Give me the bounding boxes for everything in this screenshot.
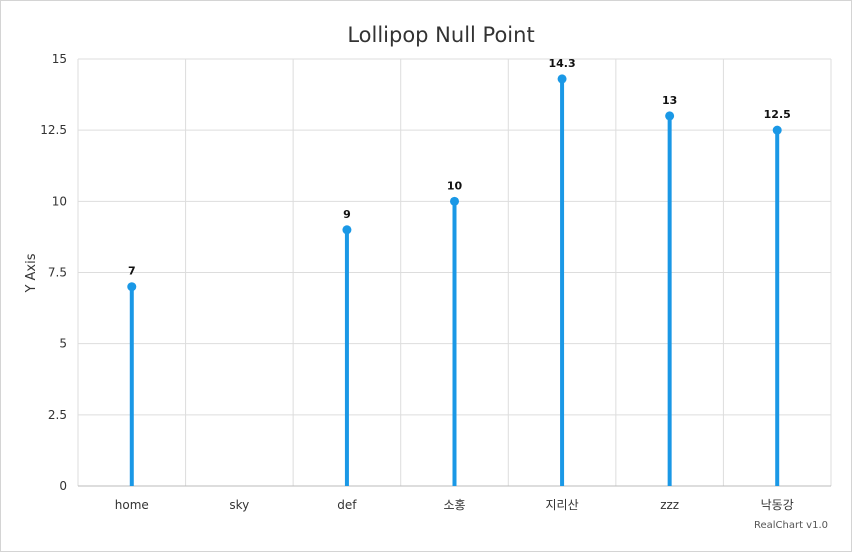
lollipop-point xyxy=(450,196,459,206)
x-tick-label: 낙동강 xyxy=(761,498,794,512)
x-tick-label: def xyxy=(337,498,357,512)
data-label: 14.3 xyxy=(549,57,576,70)
data-label: 9 xyxy=(343,208,351,221)
y-tick-label: 5 xyxy=(59,337,67,351)
lollipop-point xyxy=(772,125,782,135)
data-label: 10 xyxy=(447,179,463,192)
y-axis-label: Y Axis xyxy=(24,253,39,293)
chart-title: Lollipop Null Point xyxy=(347,23,534,47)
credit-label: RealChart v1.0 xyxy=(754,520,828,531)
axis-ticks: 0 2.5 5 7.5 10 12.5 15 home sky def 소홍 지리산 zzz 낙동강 xyxy=(40,52,793,512)
x-tick-label: sky xyxy=(229,498,249,512)
data-label: 7 xyxy=(128,265,136,278)
x-tick-label: home xyxy=(115,498,149,512)
x-tick-label: 지리산 xyxy=(546,498,579,512)
x-tick-label: 소홍 xyxy=(443,498,465,512)
y-tick-label: 0 xyxy=(59,479,67,493)
data-label: 13 xyxy=(662,94,677,107)
y-tick-label: 15 xyxy=(52,52,67,66)
data-label: 12.5 xyxy=(764,108,791,121)
series-marks: 7 9 10 14.3 13 12.5 xyxy=(127,57,791,486)
y-tick-label: 12.5 xyxy=(40,123,67,137)
y-tick-label: 7.5 xyxy=(48,266,67,280)
x-tick-label: zzz xyxy=(660,498,679,512)
lollipop-point xyxy=(557,74,567,84)
lollipop-point xyxy=(665,111,675,121)
lollipop-point xyxy=(127,282,137,292)
lollipop-point xyxy=(342,225,352,235)
y-tick-label: 2.5 xyxy=(48,408,67,422)
y-tick-label: 10 xyxy=(52,194,67,208)
